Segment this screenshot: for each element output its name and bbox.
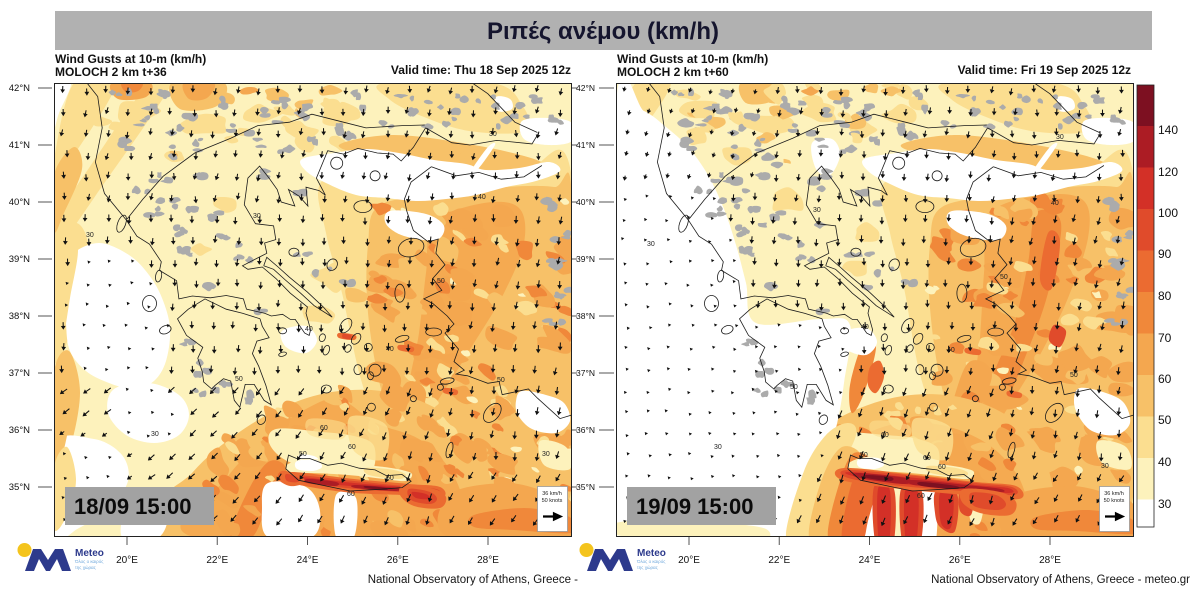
svg-text:36 km/h: 36 km/h — [542, 491, 562, 497]
svg-text:60: 60 — [1158, 372, 1172, 386]
svg-text:42°N: 42°N — [576, 83, 595, 93]
svg-text:60: 60 — [917, 493, 925, 500]
svg-text:26°E: 26°E — [387, 555, 409, 566]
svg-text:Όλος ο καιρός: Όλος ο καιρός — [636, 558, 666, 564]
svg-text:50 knots: 50 knots — [542, 498, 563, 504]
svg-text:50: 50 — [1158, 413, 1172, 427]
svg-text:MOLOCH 2 km t+36: MOLOCH 2 km t+36 — [55, 65, 167, 79]
svg-text:MOLOCH 2 km t+60: MOLOCH 2 km t+60 — [617, 65, 729, 79]
svg-text:της χώρας: της χώρας — [637, 564, 659, 570]
svg-text:40: 40 — [386, 346, 394, 353]
svg-text:Wind Gusts at 10-m (km/h): Wind Gusts at 10-m (km/h) — [55, 52, 206, 66]
svg-text:40°N: 40°N — [9, 197, 30, 208]
svg-text:50: 50 — [860, 452, 868, 459]
svg-text:120: 120 — [1158, 165, 1178, 179]
svg-text:40°N: 40°N — [576, 197, 595, 207]
svg-text:24°E: 24°E — [859, 555, 881, 566]
svg-text:40: 40 — [478, 194, 486, 201]
svg-text:50: 50 — [497, 377, 505, 384]
svg-text:24°E: 24°E — [297, 555, 319, 566]
svg-text:30: 30 — [1056, 134, 1064, 141]
svg-text:30: 30 — [151, 431, 159, 438]
svg-text:39°N: 39°N — [9, 254, 30, 265]
svg-text:Meteo: Meteo — [75, 548, 104, 559]
svg-text:28°E: 28°E — [477, 555, 499, 566]
svg-text:30: 30 — [86, 232, 94, 239]
svg-text:41°N: 41°N — [9, 140, 30, 151]
svg-text:30: 30 — [489, 131, 497, 138]
svg-text:30: 30 — [542, 451, 550, 458]
svg-text:της χώρας: της χώρας — [75, 564, 97, 570]
svg-text:100: 100 — [1158, 206, 1178, 220]
svg-text:39°N: 39°N — [576, 254, 595, 264]
svg-text:35°N: 35°N — [9, 482, 30, 493]
svg-text:140: 140 — [1158, 123, 1178, 137]
svg-text:Wind Gusts at 10-m (km/h): Wind Gusts at 10-m (km/h) — [617, 52, 768, 66]
svg-text:40: 40 — [1158, 455, 1172, 469]
svg-text:22°E: 22°E — [206, 555, 228, 566]
svg-text:60: 60 — [320, 425, 328, 432]
svg-text:19/09 15:00: 19/09 15:00 — [636, 494, 753, 519]
svg-text:50: 50 — [1000, 274, 1008, 281]
svg-text:Ριπές ανέμου (km/h): Ριπές ανέμου (km/h) — [487, 18, 719, 45]
svg-text:40: 40 — [947, 347, 955, 354]
svg-text:Meteo: Meteo — [637, 548, 666, 559]
svg-text:50 knots: 50 knots — [1104, 498, 1125, 504]
svg-text:Όλος ο καιρός: Όλος ο καιρός — [74, 558, 104, 564]
svg-text:22°E: 22°E — [768, 555, 790, 566]
svg-text:30: 30 — [253, 213, 261, 220]
svg-text:42°N: 42°N — [9, 83, 30, 94]
svg-text:18/09 15:00: 18/09 15:00 — [74, 494, 191, 519]
svg-text:50: 50 — [299, 451, 307, 458]
svg-text:50: 50 — [437, 278, 445, 285]
svg-text:60: 60 — [881, 432, 889, 439]
svg-text:50: 50 — [235, 376, 243, 383]
svg-text:80: 80 — [1158, 289, 1172, 303]
svg-text:30: 30 — [647, 241, 655, 248]
svg-text:50: 50 — [790, 384, 798, 391]
svg-text:28°E: 28°E — [1039, 555, 1061, 566]
svg-text:30: 30 — [1101, 463, 1109, 470]
svg-text:40: 40 — [1051, 200, 1059, 207]
svg-text:70: 70 — [1158, 331, 1172, 345]
svg-text:60: 60 — [938, 464, 946, 471]
svg-text:National Observatory of Athens: National Observatory of Athens, Greece -… — [931, 574, 1190, 586]
svg-text:60: 60 — [348, 444, 356, 451]
svg-text:60: 60 — [347, 491, 355, 498]
svg-text:40: 40 — [305, 326, 313, 333]
svg-text:37°N: 37°N — [9, 368, 30, 379]
svg-text:30: 30 — [714, 444, 722, 451]
svg-text:36 km/h: 36 km/h — [1104, 491, 1124, 497]
svg-text:30: 30 — [813, 207, 821, 214]
svg-text:Valid time: Thu 18 Sep 2025 12: Valid time: Thu 18 Sep 2025 12z — [391, 63, 571, 77]
svg-text:National Observatory of Athens: National Observatory of Athens, Greece - — [368, 574, 578, 586]
svg-text:30: 30 — [1158, 497, 1172, 511]
svg-text:38°N: 38°N — [576, 311, 595, 321]
svg-text:20°E: 20°E — [678, 555, 700, 566]
svg-text:36°N: 36°N — [9, 425, 30, 436]
svg-text:20°E: 20°E — [116, 555, 138, 566]
svg-text:Valid time: Fri 19 Sep 2025 12: Valid time: Fri 19 Sep 2025 12z — [958, 63, 1131, 77]
svg-text:41°N: 41°N — [576, 140, 595, 150]
svg-text:90: 90 — [1158, 247, 1172, 261]
svg-text:26°E: 26°E — [949, 555, 971, 566]
svg-text:36°N: 36°N — [576, 425, 595, 435]
svg-text:38°N: 38°N — [9, 311, 30, 322]
svg-text:35°N: 35°N — [576, 482, 595, 492]
svg-text:60: 60 — [386, 475, 394, 482]
svg-text:50: 50 — [1070, 372, 1078, 379]
svg-text:37°N: 37°N — [576, 368, 595, 378]
